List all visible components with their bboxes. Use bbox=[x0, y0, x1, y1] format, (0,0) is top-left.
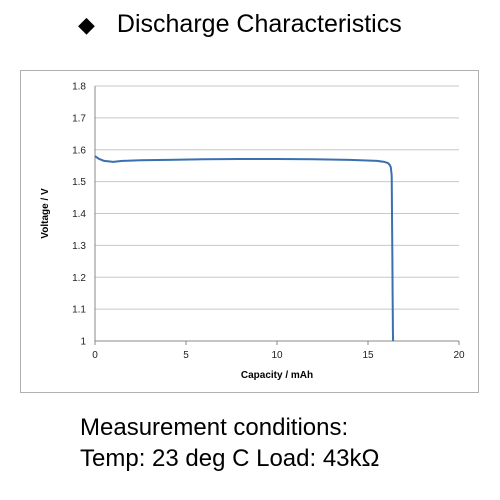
y-tick-label: 1 bbox=[80, 337, 86, 348]
x-axis-title: Capacity / mAh bbox=[241, 370, 313, 381]
y-tick-label: 1.4 bbox=[72, 209, 86, 220]
x-tick-label: 15 bbox=[362, 350, 374, 361]
chart-title: Discharge Characteristics bbox=[116, 10, 402, 38]
conditions-heading: Measurement conditions: bbox=[80, 414, 349, 441]
y-tick-label: 1.7 bbox=[72, 113, 86, 124]
diamond-bullet-icon: ◆ bbox=[78, 11, 95, 37]
y-axis-title: Voltage / V bbox=[40, 188, 51, 239]
chart-heading: ◆ Discharge Characteristics bbox=[78, 10, 402, 39]
discharge-curve bbox=[94, 155, 395, 342]
x-tick-label: 0 bbox=[92, 350, 98, 361]
discharge-chart: 1 1.1 1.2 1.3 1.4 1.5 1.6 1.7 1.8 0 5 10 15 20 Capacit… bbox=[40, 82, 465, 382]
chart-frame: 1 1.1 1.2 1.3 1.4 1.5 1.6 1.7 1.8 0 5 10 15 20 Capacit… bbox=[20, 70, 479, 393]
y-tick-label: 1.3 bbox=[72, 241, 86, 252]
y-tick-label: 1.8 bbox=[72, 82, 86, 93]
x-tick-label: 5 bbox=[183, 350, 189, 361]
y-tick-label: 1.2 bbox=[72, 273, 86, 284]
y-tick-label: 1.5 bbox=[72, 177, 86, 188]
y-tick-label: 1.1 bbox=[72, 305, 86, 316]
measurement-conditions: Measurement conditions: Temp: 23 deg C L… bbox=[80, 412, 379, 474]
x-tick-label: 20 bbox=[453, 350, 465, 361]
conditions-details: Temp: 23 deg C Load: 43kΩ bbox=[80, 445, 380, 472]
y-tick-label: 1.6 bbox=[72, 145, 86, 156]
x-tick-label: 10 bbox=[271, 350, 283, 361]
